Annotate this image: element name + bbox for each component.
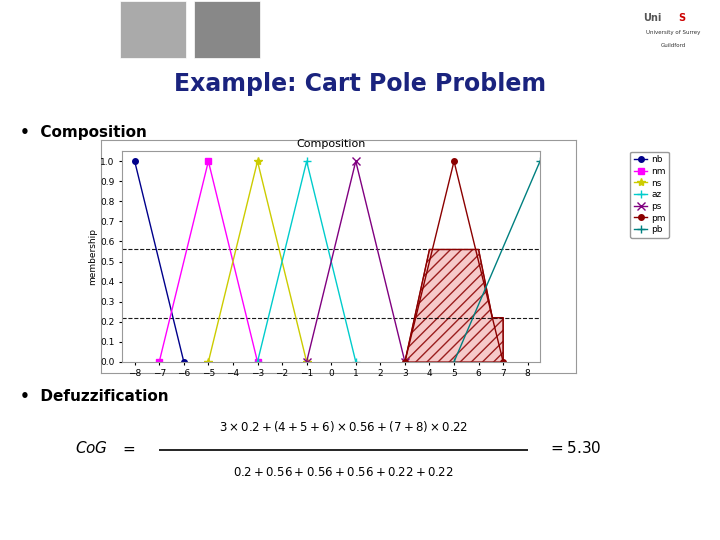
az [351,359,360,365]
nm [253,359,262,365]
ns [253,158,262,165]
ps [351,158,360,165]
Text: Department of Computing: Department of Computing [14,15,146,24]
Text: Example: Cart Pole Problem: Example: Cart Pole Problem [174,72,546,96]
Text: $= 5.30$: $= 5.30$ [548,440,601,456]
Text: Uni: Uni [643,13,662,23]
Text: Fuzzy Logic: Fuzzy Logic [413,40,480,53]
Bar [120,1,186,58]
Bar [194,1,261,58]
nm [155,359,163,365]
Line: ns: ns [204,157,311,366]
pm [400,359,409,365]
Title: Composition: Composition [297,139,366,149]
Legend: nb, nm, ns, az, ps, pm, pb: nb, nm, ns, az, ps, pm, pb [630,152,669,238]
Text: AI – CS289: AI – CS289 [405,17,487,31]
ns [204,359,212,365]
Polygon shape [405,249,503,362]
Text: $0.2+0.56+0.56+0.56+0.22+0.22$: $0.2+0.56+0.56+0.56+0.22+0.22$ [233,467,454,480]
Line: pm: pm [402,158,506,364]
Text: Guildford: Guildford [660,43,686,48]
Line: nm: nm [156,158,261,364]
Text: $CoG$: $CoG$ [75,440,108,456]
pm [450,158,459,165]
Text: •  Defuzzification: • Defuzzification [20,389,168,403]
ps [400,359,409,365]
Text: S: S [678,13,685,23]
az [302,158,311,165]
pm [499,359,508,365]
Text: 24: 24 [686,515,698,525]
Text: 16th October 2006: 16th October 2006 [22,515,114,525]
nm [204,158,212,165]
Text: •  Composition: • Composition [20,125,147,140]
Text: $3\times0.2+(4+5+6)\times0.56+(7+8)\times0.22$: $3\times0.2+(4+5+6)\times0.56+(7+8)\time… [219,418,469,434]
ns [302,359,311,365]
ps [302,359,311,365]
Text: $=$: $=$ [120,441,136,455]
Line: ps: ps [302,157,409,366]
Line: az: az [253,157,360,366]
Y-axis label: membership: membership [89,228,98,285]
az [253,359,262,365]
Text: Bogdan L. Vrusias © 2006: Bogdan L. Vrusias © 2006 [296,515,424,525]
Text: University of Surrey: University of Surrey [646,30,701,35]
